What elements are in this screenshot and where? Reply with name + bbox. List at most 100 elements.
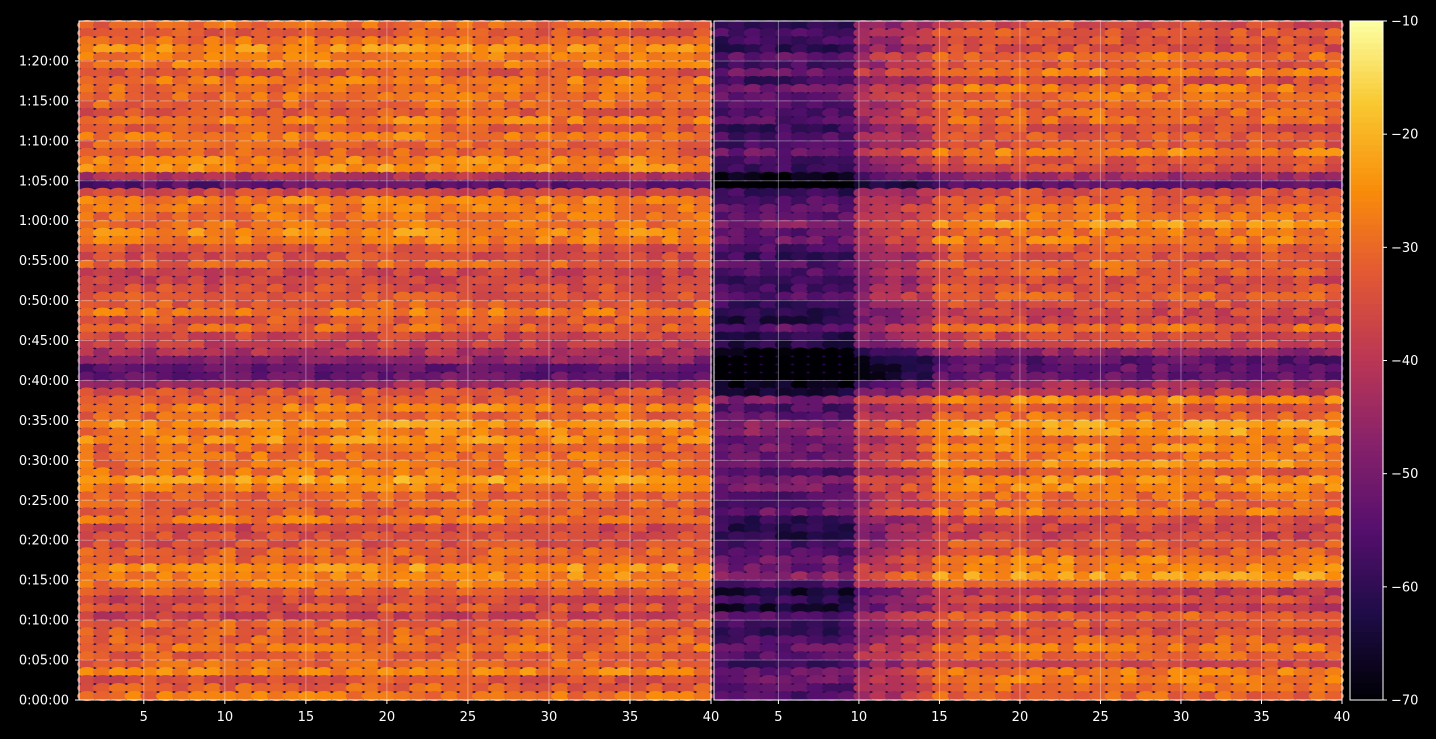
heatmap-cell xyxy=(393,219,413,230)
heatmap-cell xyxy=(203,147,224,158)
heatmap-cell xyxy=(519,171,540,182)
heatmap-cell xyxy=(108,179,129,190)
heatmap-cell xyxy=(77,44,97,54)
heatmap-cell xyxy=(187,83,208,94)
heatmap-cell xyxy=(487,20,508,30)
heatmap-cell xyxy=(203,123,224,134)
heatmap-cell xyxy=(535,147,555,158)
heatmap-cell xyxy=(187,235,208,246)
heatmap-cell xyxy=(377,20,397,30)
heatmap-cell xyxy=(424,235,445,246)
heatmap-cell xyxy=(661,75,682,86)
heatmap-cell xyxy=(124,107,145,118)
heatmap-cell xyxy=(329,28,350,38)
heatmap-cell xyxy=(156,251,176,262)
heatmap-cell xyxy=(235,51,255,62)
heatmap-cell xyxy=(503,171,524,182)
heatmap-cell xyxy=(345,91,366,102)
heatmap-cell xyxy=(693,115,713,126)
heatmap-cell xyxy=(440,131,461,142)
heatmap-cell xyxy=(424,91,445,102)
heatmap-cell xyxy=(487,219,508,230)
heatmap-cell xyxy=(519,99,540,110)
heatmap-cell xyxy=(598,107,619,118)
heatmap-cell xyxy=(693,36,713,46)
heatmap-cell xyxy=(203,179,224,190)
heatmap-cell xyxy=(156,179,176,190)
heatmap-cell xyxy=(235,195,255,206)
heatmap-cell xyxy=(250,75,271,86)
heatmap-cell xyxy=(345,227,366,238)
heatmap-cell xyxy=(345,235,366,246)
heatmap-cell xyxy=(566,115,587,126)
heatmap-cell xyxy=(187,99,208,110)
heatmap-cell xyxy=(645,235,666,246)
heatmap-cell xyxy=(140,179,160,190)
heatmap-cell xyxy=(203,155,224,166)
heatmap-cell xyxy=(677,147,698,158)
heatmap-cell xyxy=(645,75,666,86)
heatmap-cell xyxy=(440,187,461,198)
heatmap-cell xyxy=(440,179,461,190)
heatmap-cell xyxy=(645,243,666,254)
heatmap-cell xyxy=(298,67,318,78)
heatmap-cell xyxy=(645,203,666,214)
heatmap-cell xyxy=(314,243,334,254)
heatmap-cell xyxy=(235,99,255,110)
heatmap-cell xyxy=(124,131,145,142)
heatmap-cell xyxy=(519,44,540,54)
heatmap-cell xyxy=(329,99,350,110)
heatmap-cell xyxy=(456,44,476,54)
heatmap-cell xyxy=(156,28,176,38)
heatmap-cell xyxy=(266,211,287,222)
heatmap-cell xyxy=(203,235,224,246)
heatmap-cell xyxy=(677,36,698,46)
heatmap-cell xyxy=(598,44,619,54)
heatmap-cell xyxy=(156,211,176,222)
heatmap-cell xyxy=(124,227,145,238)
heatmap-cell xyxy=(266,51,287,62)
heatmap-cell xyxy=(519,195,540,206)
heatmap-cell xyxy=(187,203,208,214)
heatmap-cell xyxy=(645,171,666,182)
heatmap-cell xyxy=(92,107,113,118)
heatmap-cell xyxy=(203,99,224,110)
heatmap-cell xyxy=(393,36,413,46)
heatmap-cell xyxy=(92,155,113,166)
heatmap-cell xyxy=(235,155,255,166)
heatmap-cell xyxy=(393,51,413,62)
heatmap-cell xyxy=(440,36,461,46)
heatmap-cell xyxy=(487,139,508,150)
heatmap-cell xyxy=(393,227,413,238)
heatmap-cell xyxy=(519,107,540,118)
heatmap-cell xyxy=(345,115,366,126)
heatmap-cell xyxy=(140,36,160,46)
heatmap-cell xyxy=(140,155,160,166)
heatmap-cell xyxy=(582,91,603,102)
heatmap-cell xyxy=(171,251,192,262)
heatmap-cell xyxy=(503,131,524,142)
heatmap-cell xyxy=(314,20,334,30)
heatmap-cell xyxy=(598,123,619,134)
heatmap-cell xyxy=(361,235,382,246)
heatmap-cell xyxy=(140,91,160,102)
heatmap-cell xyxy=(440,99,461,110)
heatmap-cell xyxy=(614,91,634,102)
heatmap-cell xyxy=(424,171,445,182)
heatmap-cell xyxy=(535,99,555,110)
heatmap-cell xyxy=(329,107,350,118)
heatmap-cell xyxy=(630,211,650,222)
heatmap-cell xyxy=(693,227,713,238)
heatmap-cell xyxy=(266,195,287,206)
heatmap-cell xyxy=(614,147,634,158)
heatmap-cell xyxy=(693,91,713,102)
heatmap-cell xyxy=(250,211,271,222)
heatmap-cell xyxy=(171,139,192,150)
heatmap-cell xyxy=(519,219,540,230)
heatmap-cell xyxy=(582,36,603,46)
heatmap-cell xyxy=(329,235,350,246)
heatmap-cell xyxy=(361,36,382,46)
heatmap-cell xyxy=(203,20,224,30)
heatmap-cell xyxy=(503,75,524,86)
heatmap-cell xyxy=(472,20,492,30)
